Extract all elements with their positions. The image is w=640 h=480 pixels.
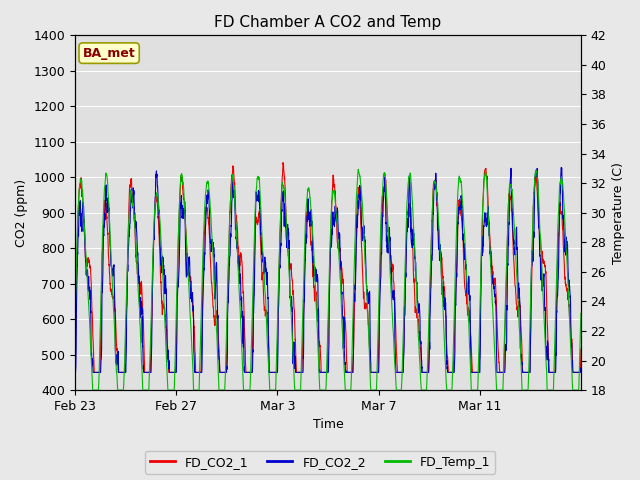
Y-axis label: Temperature (C): Temperature (C) <box>612 162 625 264</box>
Title: FD Chamber A CO2 and Temp: FD Chamber A CO2 and Temp <box>214 15 442 30</box>
X-axis label: Time: Time <box>312 419 344 432</box>
Text: BA_met: BA_met <box>83 47 136 60</box>
Legend: FD_CO2_1, FD_CO2_2, FD_Temp_1: FD_CO2_1, FD_CO2_2, FD_Temp_1 <box>145 451 495 474</box>
Y-axis label: CO2 (ppm): CO2 (ppm) <box>15 179 28 247</box>
